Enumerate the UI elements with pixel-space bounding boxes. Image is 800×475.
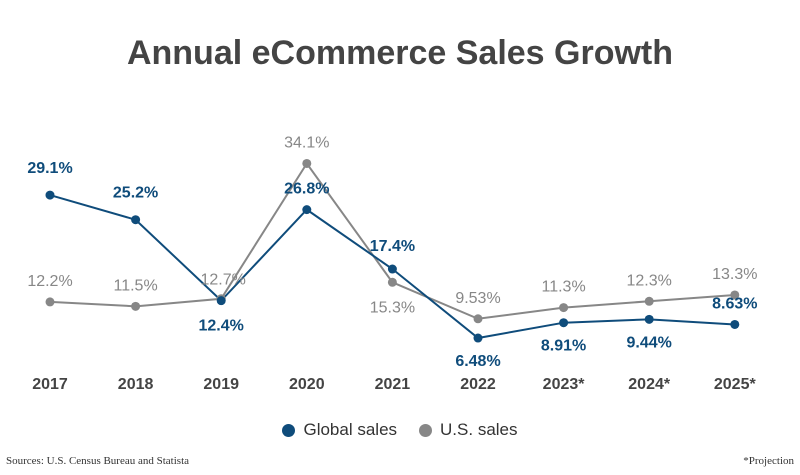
data-label: 29.1%: [27, 160, 72, 177]
legend: Global sales U.S. sales: [0, 420, 800, 440]
data-point: [730, 290, 740, 300]
data-point: [730, 319, 740, 329]
projection-note: *Projection: [743, 455, 794, 467]
data-point: [387, 264, 397, 274]
data-label: 13.3%: [712, 266, 757, 283]
data-point: [644, 314, 654, 324]
data-label: 12.2%: [27, 273, 72, 290]
legend-marker-global: [282, 423, 296, 437]
x-tick-label: 2025*: [714, 376, 757, 393]
data-point: [302, 205, 312, 215]
data-point: [559, 303, 569, 313]
legend-label-global: Global sales: [303, 420, 398, 439]
data-label: 9.44%: [627, 334, 672, 351]
data-point: [644, 296, 654, 306]
data-label: 6.48%: [455, 353, 500, 370]
x-tick-label: 2018: [118, 376, 154, 393]
data-label: 12.3%: [627, 272, 672, 289]
data-label: 9.53%: [455, 290, 500, 307]
data-label: 34.1%: [284, 134, 329, 151]
x-tick-label: 2024*: [628, 376, 671, 393]
data-label: 12.7%: [201, 272, 246, 289]
x-tick-label: 2020: [289, 376, 325, 393]
data-label: 11.5%: [114, 277, 158, 294]
data-label: 12.4%: [199, 318, 244, 335]
x-tick-label: 2019: [203, 376, 239, 393]
data-label: 26.8%: [284, 181, 329, 198]
x-tick-label: 2023*: [543, 376, 586, 393]
legend-item-us: U.S. sales: [419, 420, 518, 440]
x-tick-label: 2022: [460, 376, 496, 393]
data-point: [216, 296, 226, 306]
x-tick-label: 2021: [375, 376, 411, 393]
legend-label-us: U.S. sales: [440, 420, 518, 439]
data-point: [387, 277, 397, 287]
data-label: 25.2%: [113, 185, 158, 202]
legend-item-global: Global sales: [282, 420, 397, 440]
source-note: Sources: U.S. Census Bureau and Statista: [6, 455, 190, 467]
chart-title: Annual eCommerce Sales Growth: [126, 34, 674, 72]
data-point: [45, 297, 55, 307]
data-label: 11.3%: [542, 279, 586, 296]
data-label: 8.91%: [541, 338, 586, 355]
data-label: 8.63%: [712, 295, 757, 312]
x-tick-label: 2017: [32, 376, 68, 393]
data-point: [131, 215, 141, 225]
data-point: [473, 333, 483, 343]
legend-marker-us: [419, 423, 433, 437]
data-label: 17.4%: [370, 238, 415, 255]
data-label: 15.3%: [370, 299, 415, 316]
data-point: [45, 190, 55, 200]
data-point: [302, 158, 312, 168]
data-point: [131, 301, 141, 311]
data-point: [473, 314, 483, 324]
data-point: [559, 318, 569, 328]
